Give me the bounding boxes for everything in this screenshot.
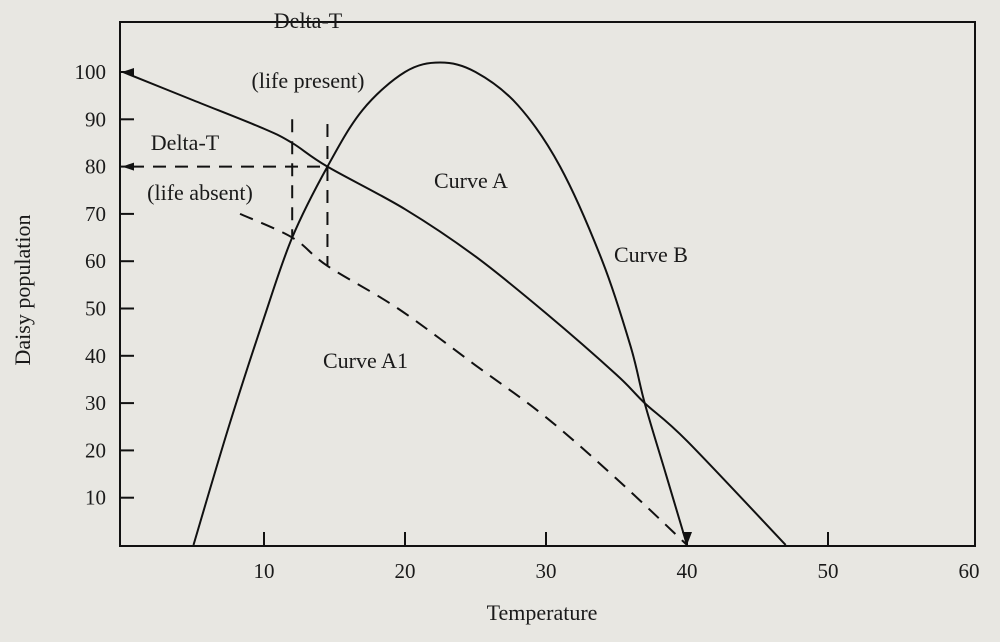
y-tick-label: 70 — [85, 202, 106, 226]
y-tick-label: 20 — [85, 438, 106, 462]
y-tick-label: 60 — [85, 249, 106, 273]
x-tick-label: 40 — [677, 559, 698, 583]
x-tick-label: 10 — [254, 559, 275, 583]
curve-a-label: Curve A — [434, 168, 508, 193]
y-axis-label: Daisy population — [10, 215, 35, 366]
delta-t-absent-label: Delta-T — [151, 130, 220, 155]
curve-b-line — [192, 61, 688, 546]
curve-a1-line — [239, 212, 688, 546]
delta-t-present-sub: (life present) — [252, 68, 365, 93]
y-tick-label: 10 — [85, 486, 106, 510]
curve-b-label: Curve B — [614, 242, 688, 267]
y-tick-label: 30 — [85, 391, 106, 415]
delta-t-absent-sub: (life absent) — [147, 180, 253, 205]
arrowhead-icon — [122, 162, 134, 171]
plot-frame — [119, 21, 976, 547]
y-tick-label: 90 — [85, 107, 106, 131]
x-tick-label: 60 — [959, 559, 980, 583]
x-tick-label: 20 — [395, 559, 416, 583]
delta-t-present-label: Delta-T — [274, 8, 343, 33]
arrowhead-icon — [122, 68, 134, 76]
y-tick-label: 80 — [85, 155, 106, 179]
y-tick-label: 40 — [85, 344, 106, 368]
y-tick-label: 100 — [75, 60, 107, 84]
y-tick-label: 50 — [85, 297, 106, 321]
x-tick-label: 50 — [818, 559, 839, 583]
arrowhead-icon — [682, 532, 692, 545]
x-tick-label: 30 — [536, 559, 557, 583]
curve-a-line — [122, 71, 787, 546]
curve-a1-label: Curve A1 — [323, 348, 408, 373]
x-axis-label: Temperature — [487, 600, 598, 625]
